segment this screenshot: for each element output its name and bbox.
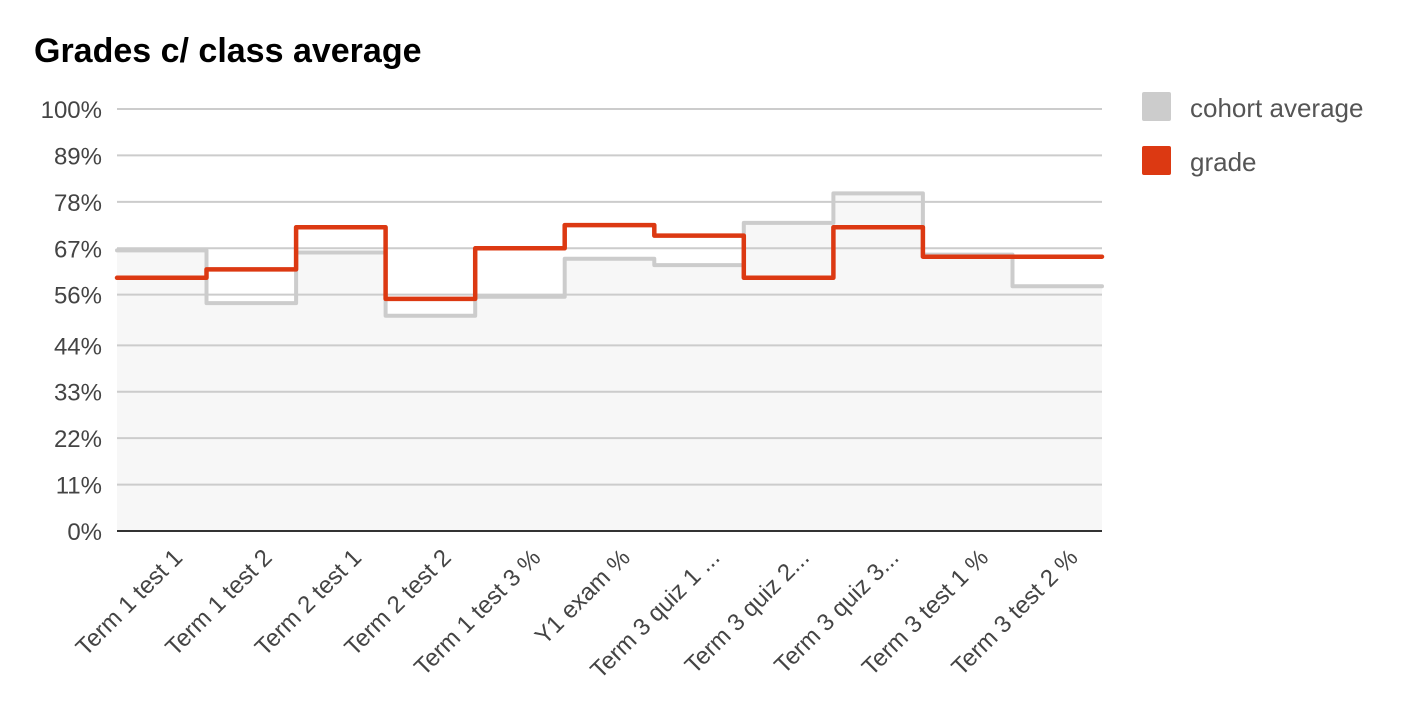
legend-swatch (1142, 146, 1171, 175)
chart-title: Grades c/ class average (34, 32, 422, 70)
y-tick-label: 22% (54, 426, 102, 453)
legend[interactable]: cohort average grade (1142, 92, 1363, 177)
gridlines (117, 108, 1102, 532)
y-tick-label: 89% (54, 143, 102, 170)
y-axis-ticks: 0% 11% 22% 33% 44% 56% 67% 78% 89% 100% (41, 97, 102, 546)
y-tick-label: 33% (54, 380, 102, 407)
grade-line[interactable] (114, 222, 1105, 302)
y-tick-label: 11% (56, 473, 102, 500)
legend-item-cohort-average[interactable]: cohort average (1142, 92, 1363, 123)
legend-label: cohort average (1190, 93, 1363, 123)
series-layer (114, 191, 1105, 318)
y-tick-label: 100% (41, 97, 102, 124)
legend-item-grade[interactable]: grade (1142, 146, 1257, 177)
legend-label: grade (1190, 147, 1257, 177)
cohort-average-area (117, 193, 1102, 531)
y-tick-label: 67% (54, 236, 102, 263)
y-tick-label: 44% (54, 333, 102, 360)
area-layer (117, 193, 1102, 531)
legend-swatch (1142, 92, 1171, 121)
cohort-average-line[interactable] (115, 191, 1104, 318)
y-tick-label: 56% (54, 283, 102, 310)
y-tick-label: 0% (67, 519, 102, 546)
y-tick-label: 78% (54, 190, 102, 217)
